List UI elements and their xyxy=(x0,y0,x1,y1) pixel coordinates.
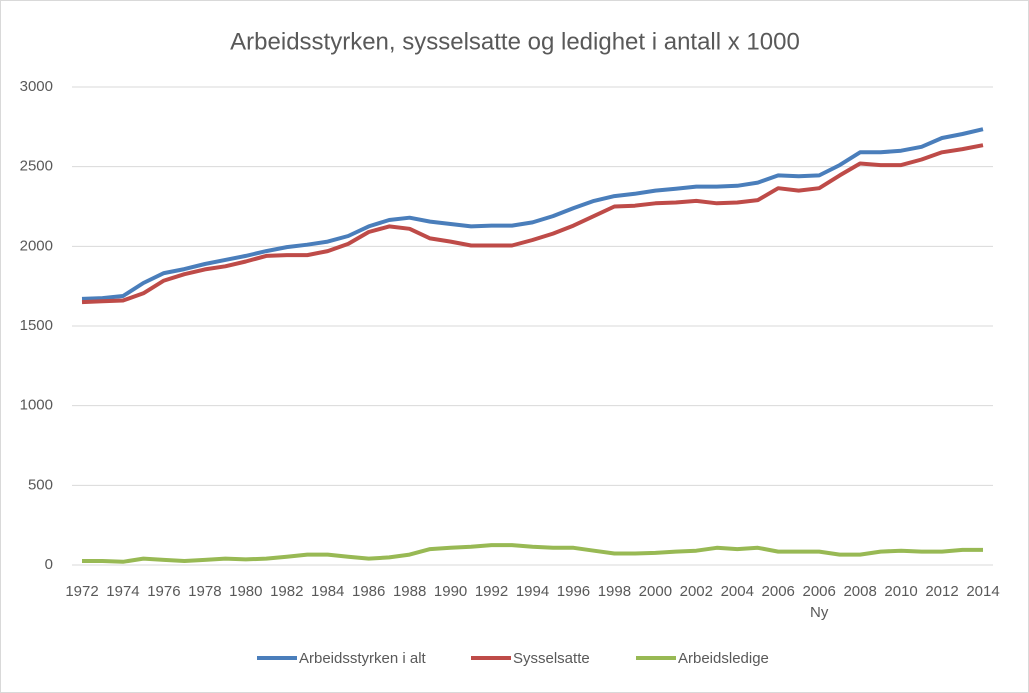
x-tick-label: 1972 xyxy=(65,583,99,600)
x-tick-label: 1988 xyxy=(392,583,427,600)
x-tick-label: 1990 xyxy=(433,583,468,600)
x-tick-label: 2008 xyxy=(843,583,877,600)
series-line xyxy=(82,543,983,564)
x-tick-label: 2000 xyxy=(638,583,673,600)
legend-label: Sysselsatte xyxy=(513,650,590,667)
x-tick-label: 1974 xyxy=(106,583,140,600)
y-tick-label: 1000 xyxy=(20,397,53,414)
y-tick-label: 1500 xyxy=(20,317,53,334)
x-tick-label: 1980 xyxy=(229,583,263,600)
y-tick-label: 3000 xyxy=(20,78,53,95)
x-tick-label: 1978 xyxy=(188,583,222,600)
x-tick-label: 2004 xyxy=(720,583,754,600)
legend-label: Arbeidsledige xyxy=(678,650,769,667)
x-tick-label: 1984 xyxy=(311,583,345,600)
x-tick-label: 2006 xyxy=(761,583,795,600)
x-tick-label: 1994 xyxy=(515,583,550,600)
y-tick-label: 500 xyxy=(28,476,53,493)
x-tick-label: 1998 xyxy=(597,583,632,600)
x-tick-label: 2014 xyxy=(966,583,1000,600)
series-line xyxy=(81,143,984,305)
y-tick-label: 2500 xyxy=(20,158,53,175)
x-tick-label: 1986 xyxy=(351,583,386,600)
x-tick-label: 2002 xyxy=(679,583,713,600)
chart-title: Arbeidsstyrken, sysselsatte og ledighet … xyxy=(230,28,800,55)
x-tick-label: 1976 xyxy=(147,583,181,600)
y-tick-label: 0 xyxy=(45,556,53,573)
x-tick-label: 1992 xyxy=(474,583,509,600)
x-tick-label: 2010 xyxy=(884,583,918,600)
legend-label: Arbeidsstyrken i alt xyxy=(299,650,427,667)
x-tick-label: 1982 xyxy=(270,583,304,600)
x-tick-label: 1996 xyxy=(556,583,591,600)
y-tick-label: 2000 xyxy=(20,237,53,254)
series-line xyxy=(81,127,984,301)
x-tick-label: 2006 Ny xyxy=(802,583,836,621)
x-tick-label: 2012 xyxy=(925,583,959,600)
